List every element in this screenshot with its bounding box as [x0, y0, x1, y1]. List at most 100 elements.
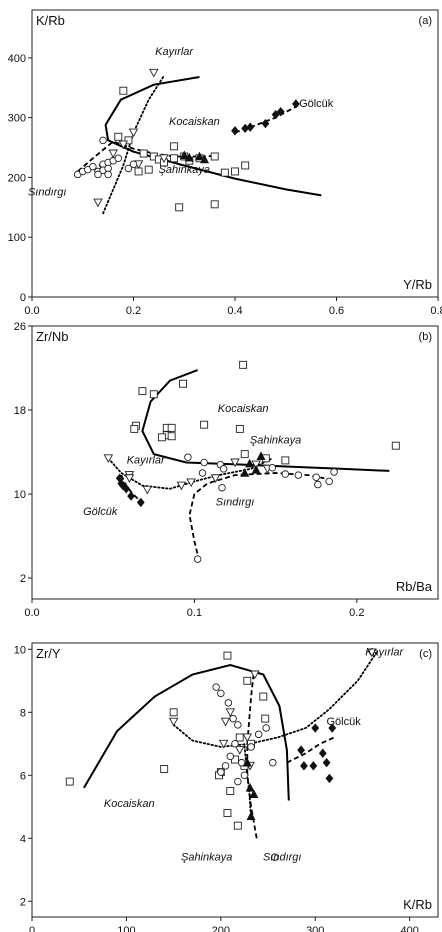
y-tick-label: 2 — [20, 573, 26, 585]
data-point-triangle-down — [168, 717, 179, 727]
data-point-triangle-down — [250, 670, 260, 680]
y-tick-label: 400 — [8, 53, 26, 65]
data-point-triangle-down — [225, 708, 236, 718]
x-tick-label: 300 — [306, 925, 324, 932]
data-point-diamond — [276, 106, 285, 117]
y-tick-label: 300 — [8, 113, 26, 125]
x-axis-label: Rb/Ba — [396, 579, 433, 594]
region-label: Şahinkaya — [159, 164, 210, 176]
data-point-square — [114, 132, 123, 141]
data-point-circle — [212, 683, 220, 691]
region-label: Kayırlar — [127, 455, 166, 467]
x-tick-label: 100 — [117, 925, 135, 932]
data-point-triangle-up — [240, 468, 250, 477]
data-point-triangle-down — [142, 485, 153, 495]
data-point-square — [157, 433, 166, 442]
data-point-triangle-down — [176, 481, 187, 491]
data-point-triangle-up — [194, 151, 204, 161]
x-tick-label: 200 — [212, 925, 230, 932]
data-point-circle — [193, 555, 202, 563]
region-label: Şahinkaya — [181, 851, 232, 863]
y-tick-label: 2 — [20, 896, 26, 908]
plot-frame — [31, 642, 439, 918]
data-point-triangle-down — [124, 474, 135, 483]
y-axis-label: Zr/Nb — [36, 329, 69, 344]
y-tick-label: 10 — [14, 489, 26, 501]
region-label: Kocaiskan — [104, 798, 155, 810]
data-point-square — [223, 651, 232, 660]
data-point-triangle-down — [210, 474, 221, 483]
data-point-square — [124, 136, 133, 145]
data-point-triangle-down — [367, 648, 377, 658]
data-point-square — [210, 152, 219, 161]
y-tick-label: 200 — [8, 172, 26, 184]
region-label: Şahinkaya — [250, 435, 301, 447]
data-point-triangle-down — [230, 458, 240, 468]
data-point-square — [241, 161, 250, 170]
data-point-diamond — [318, 748, 327, 758]
data-point-circle — [229, 714, 237, 723]
panel-label: (c) — [419, 648, 432, 660]
region-label: Gölcük — [83, 506, 118, 518]
data-point-square — [231, 167, 239, 176]
chart-panel-b: 0.0 0.1 0.2 2 10 18 26 Zr/Nb Rb/Ba (b) Kocaiskan Şa… — [14, 321, 439, 619]
data-point-triangle-down — [242, 733, 253, 743]
data-point-triangle-up — [245, 458, 255, 468]
data-point-circle — [129, 160, 138, 169]
data-point-circle — [234, 721, 242, 729]
trend-line-dotted — [102, 74, 165, 215]
data-point-circle — [218, 483, 226, 492]
data-point-circle — [254, 730, 263, 739]
data-point-circle — [104, 170, 112, 179]
data-point-diamond — [325, 773, 334, 784]
data-point-diamond — [127, 491, 135, 501]
data-point-circle — [226, 752, 235, 761]
x-tick-label: 0.4 — [227, 305, 242, 317]
data-point-triangle-down — [186, 478, 196, 488]
data-point-circle — [268, 464, 277, 472]
data-point-square — [233, 821, 242, 830]
data-point-circle — [219, 465, 228, 473]
data-point-triangle-up — [251, 464, 261, 474]
data-point-square — [220, 168, 229, 177]
region-label: Sındırgı — [28, 186, 67, 198]
region-label: Gölcük — [326, 716, 361, 728]
y-tick-label: 10 — [14, 644, 26, 656]
y-axis-label: Zr/Y — [36, 646, 61, 661]
data-point-square — [223, 809, 232, 818]
data-point-circle — [200, 458, 208, 467]
data-point-square — [144, 165, 153, 174]
data-point-triangle-down — [218, 739, 229, 749]
data-point-square — [200, 420, 209, 429]
data-point-triangle-down — [251, 460, 261, 470]
data-point-circle — [234, 777, 242, 786]
data-point-square — [170, 154, 179, 163]
data-point-square — [65, 777, 74, 786]
data-point-square — [235, 424, 244, 433]
data-point-square — [261, 714, 270, 723]
data-point-circle — [99, 136, 107, 145]
data-point-triangle-up — [242, 757, 252, 767]
trend-line-dotted — [172, 651, 378, 748]
y-tick-label: 18 — [14, 405, 26, 417]
data-point-triangle-down — [149, 68, 159, 78]
plot-frame — [31, 325, 439, 600]
trend-line-dotted — [243, 742, 252, 821]
x-tick-label: 0.6 — [329, 305, 344, 317]
y-tick-label: 8 — [20, 707, 26, 719]
data-point-circle — [325, 477, 333, 486]
region-label: Kocaiskan — [169, 116, 220, 128]
region-label: Sındırgı — [216, 497, 255, 509]
data-point-triangle-up — [249, 789, 259, 798]
trend-line-solid — [141, 369, 390, 472]
data-point-square — [259, 692, 268, 701]
data-point-triangle-down — [108, 149, 118, 159]
data-point-circle — [184, 453, 192, 462]
x-tick-label: 0.0 — [24, 607, 39, 619]
trend-line-solid — [104, 76, 322, 197]
region-label: Kocaiskan — [218, 403, 269, 415]
data-point-circle — [89, 162, 97, 171]
panel-label: (a) — [419, 15, 432, 27]
data-point-circle — [281, 470, 290, 478]
